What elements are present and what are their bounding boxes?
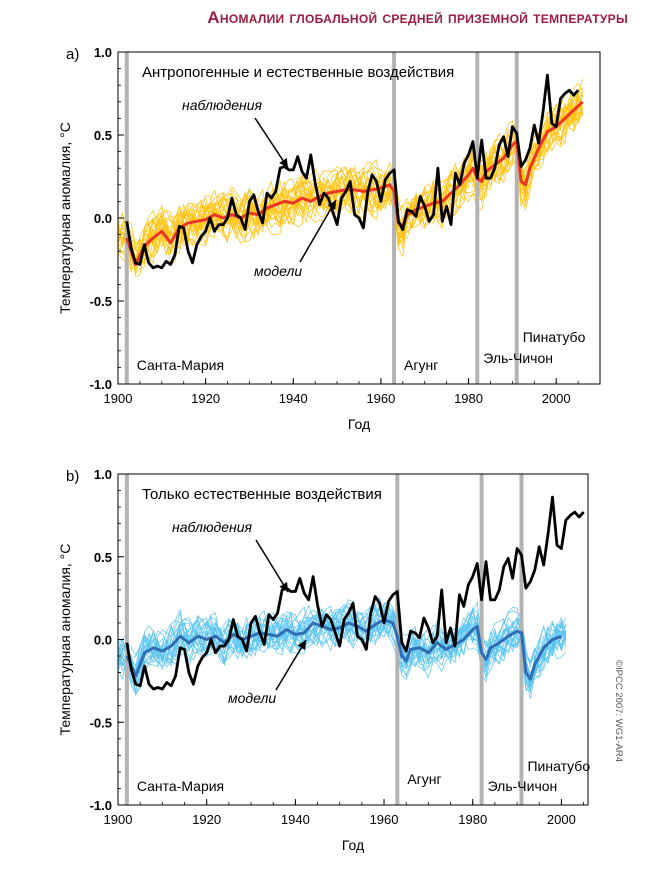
panel-label: a) bbox=[66, 46, 79, 63]
figure-title: Аномалии глобальной средней приземной те… bbox=[207, 8, 628, 27]
y-tick-label: 0.0 bbox=[94, 211, 112, 226]
volcano-label: Агунг bbox=[404, 357, 438, 373]
x-tick-label: 1900 bbox=[104, 391, 133, 406]
volcano-label: Эль-Чичон bbox=[483, 350, 553, 366]
arrow-head bbox=[327, 200, 336, 211]
x-tick-label: 2000 bbox=[547, 812, 576, 827]
x-axis-label: Год bbox=[342, 837, 364, 853]
panel-label: b) bbox=[66, 468, 79, 485]
chart-panel-b: -1.0 -0.5 0.0 0.5 1.0 1900 1920 1940 1960 1980 200… bbox=[57, 467, 590, 853]
copyright-notice: ©IPCC 2007: WG1-AR4 bbox=[613, 660, 624, 763]
y-axis-label: Температурная аномалия, °C bbox=[57, 544, 73, 736]
y-tick-label: 0.5 bbox=[94, 128, 112, 143]
arrow-head bbox=[279, 581, 288, 592]
observations-arrow bbox=[255, 539, 289, 593]
observations-line bbox=[125, 495, 585, 691]
volcano-label: Эль-Чичон bbox=[488, 778, 558, 794]
y-tick-label: -1.0 bbox=[90, 798, 112, 813]
chart-panel-a: -1.0 -0.5 0.0 0.5 1.0 1900 1920 1940 1960 1980 200… bbox=[57, 45, 601, 432]
y-tick-label: -0.5 bbox=[90, 715, 112, 730]
y-tick-label: -1.0 bbox=[90, 377, 112, 392]
models-arrow bbox=[299, 199, 337, 263]
models-annotation: модели bbox=[228, 690, 276, 706]
x-tick-label: 1980 bbox=[454, 391, 483, 406]
model-run-line bbox=[118, 93, 583, 274]
x-tick-label: 1900 bbox=[104, 812, 133, 827]
models-arrow bbox=[275, 639, 307, 691]
model-run-line bbox=[118, 82, 583, 267]
y-tick-label: 1.0 bbox=[94, 467, 112, 482]
x-tick-label: 2000 bbox=[542, 391, 571, 406]
model-run-line bbox=[118, 596, 567, 688]
y-axis-label: Температурная аномалия, °C bbox=[57, 122, 73, 314]
x-tick-label: 1960 bbox=[370, 812, 399, 827]
observations-arrow bbox=[254, 117, 289, 169]
panel-title: Только естественные воздействия bbox=[142, 486, 382, 503]
y-tick-label: 1.0 bbox=[94, 45, 112, 60]
volcano-label: Санта-Мария bbox=[137, 778, 224, 794]
models-annotation: модели bbox=[254, 263, 302, 279]
model-mean-line bbox=[125, 100, 584, 266]
observations-line bbox=[125, 73, 580, 270]
arrow-head bbox=[297, 640, 306, 651]
y-tick-label: -0.5 bbox=[90, 294, 112, 309]
volcano-label: Санта-Мария bbox=[137, 357, 224, 373]
x-tick-label: 1940 bbox=[281, 812, 310, 827]
observations-annotation: наблюдения bbox=[182, 97, 262, 113]
x-tick-label: 1980 bbox=[458, 812, 487, 827]
observations-annotation: наблюдения bbox=[172, 519, 252, 535]
x-tick-label: 1920 bbox=[192, 812, 221, 827]
x-tick-label: 1940 bbox=[279, 391, 308, 406]
x-tick-label: 1960 bbox=[366, 391, 395, 406]
arrow-head bbox=[279, 158, 288, 168]
volcano-label: Агунг bbox=[407, 771, 441, 787]
y-tick-label: 0.0 bbox=[94, 633, 112, 648]
volcano-label: Пинатубо bbox=[527, 758, 590, 774]
x-axis-label: Год bbox=[348, 416, 370, 432]
panel-title: Антропогенные и естественные воздействия bbox=[142, 64, 454, 81]
x-tick-label: 1920 bbox=[191, 391, 220, 406]
model-mean-line bbox=[125, 618, 562, 681]
volcano-label: Пинатубо bbox=[523, 329, 586, 345]
y-tick-label: 0.5 bbox=[94, 550, 112, 565]
